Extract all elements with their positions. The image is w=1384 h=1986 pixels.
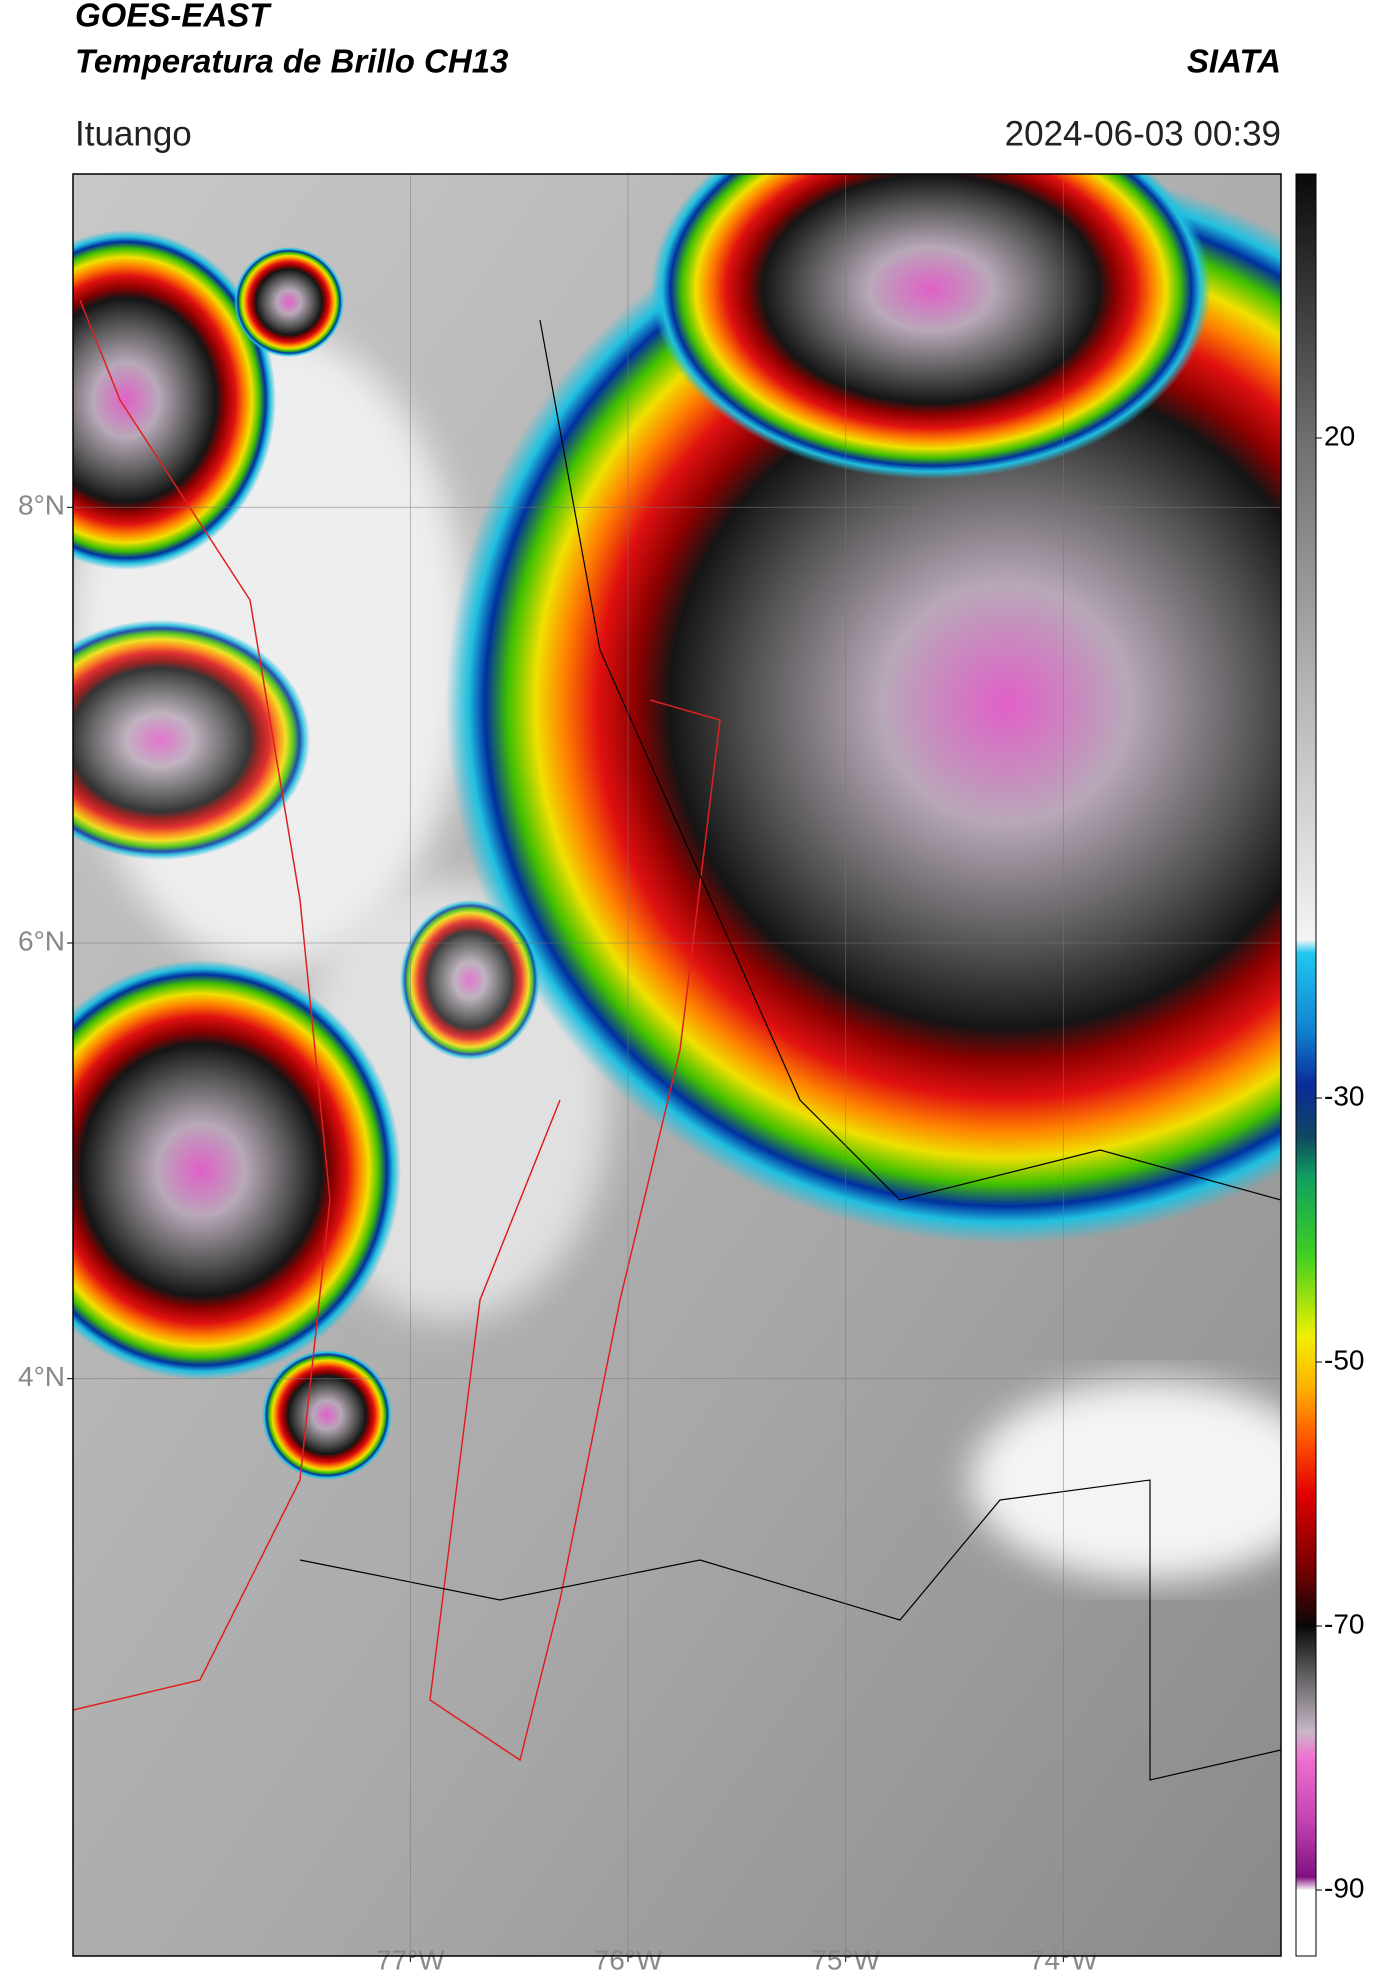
storm <box>73 960 401 1380</box>
colorbar-segment <box>1296 1256 1316 1337</box>
colorbar-segment <box>1296 1665 1316 1733</box>
colorbar-segment <box>1296 1626 1316 1667</box>
y-tick-label: 6°N <box>18 925 65 956</box>
map-image <box>73 174 1281 1956</box>
y-tick-label: 4°N <box>18 1361 65 1392</box>
colorbar-segment <box>1296 1032 1316 1086</box>
colorbar-tick-label: -90 <box>1324 1872 1364 1903</box>
colorbar-segment <box>1296 702 1316 941</box>
x-tick-label: 75°W <box>811 1944 880 1975</box>
colorbar-segment <box>1296 1084 1316 1139</box>
storm <box>73 230 276 570</box>
storm <box>400 900 540 1060</box>
colorbar-segment <box>1296 1494 1316 1574</box>
colorbar-segment <box>1296 1335 1316 1389</box>
boundary <box>429 699 721 1762</box>
storm <box>234 247 344 357</box>
colorbar-segment <box>1296 1388 1316 1442</box>
colorbar-tick-label: -70 <box>1324 1608 1364 1639</box>
storm <box>262 1350 392 1480</box>
source: SIATA <box>1187 43 1281 80</box>
colorbar-segment <box>1296 1876 1316 1891</box>
colorbar-segment <box>1296 1137 1316 1178</box>
colorbar-tick-label: -50 <box>1324 1344 1364 1375</box>
colorbar-segment <box>1296 1441 1316 1495</box>
colorbar-segment <box>1296 939 1316 954</box>
location: Ituango <box>75 114 192 153</box>
colorbar-frame <box>1295 173 1317 1957</box>
x-tick-label: 74°W <box>1029 1944 1098 1975</box>
boundary <box>539 319 1281 1201</box>
colorbar-segment <box>1296 1573 1316 1627</box>
grid: 77°W 76°W 75°W 74°W 8°N 6°N 4°N <box>18 174 1281 1975</box>
x-tick-label: 76°W <box>594 1944 663 1975</box>
datetime: 2024-06-03 00:39 <box>1005 114 1281 153</box>
cloud <box>970 1380 1281 1580</box>
map-frame <box>72 173 1282 1957</box>
y-tick-label: 8°N <box>18 490 65 521</box>
title: GOES-EAST <box>75 0 272 34</box>
colorbar-segment <box>1296 438 1316 703</box>
colorbar-segment <box>1296 1731 1316 1759</box>
storm <box>73 620 310 860</box>
coastline <box>73 299 331 1711</box>
subtitle: Temperatura de Brillo CH13 <box>75 43 508 80</box>
colorbar-tick-label: -30 <box>1324 1080 1364 1111</box>
storm <box>651 174 1211 479</box>
colorbar-tick-label: 20 <box>1324 420 1355 451</box>
boundary <box>299 1479 1281 1781</box>
colorbar-segment <box>1296 1177 1316 1257</box>
colorbar-segment <box>1296 1758 1316 1825</box>
colorbar-segment <box>1296 174 1316 439</box>
colorbar-segment <box>1296 952 1316 1033</box>
colorbar-segment <box>1296 1824 1316 1878</box>
colorbar-segment <box>1296 1890 1316 1957</box>
colorbar: 20 -30 -50 -70 -90 <box>1295 173 1364 1957</box>
x-tick-label: 77°W <box>376 1944 445 1975</box>
